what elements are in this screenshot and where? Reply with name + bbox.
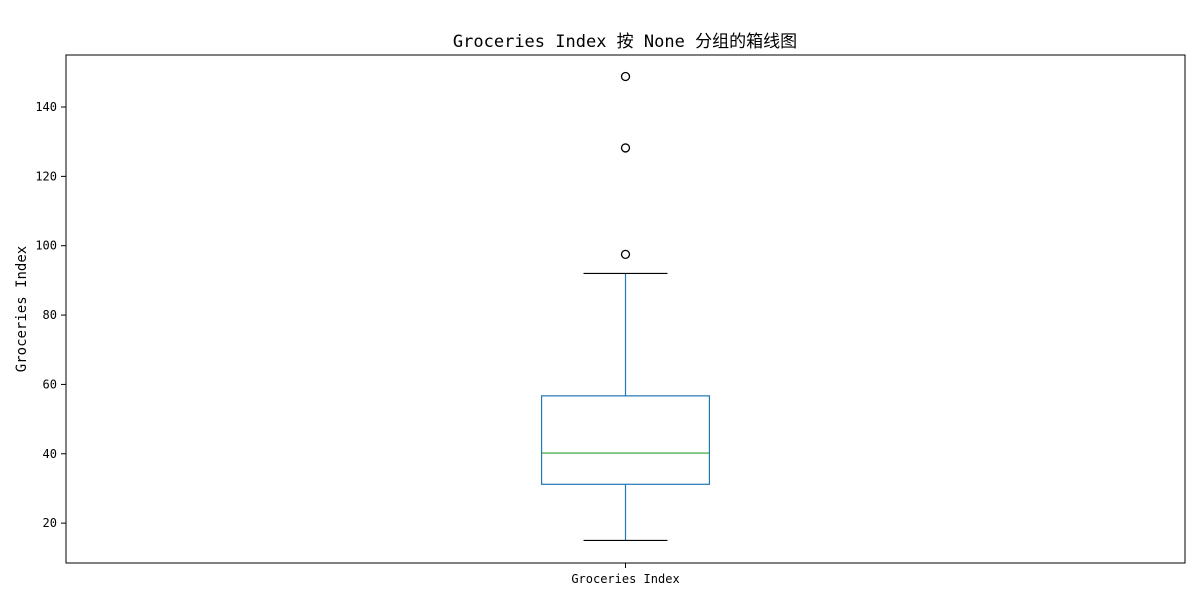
- y-tick-label: 20: [43, 516, 57, 530]
- y-tick-label: 60: [43, 377, 57, 391]
- x-axis-ticks: Groceries Index: [571, 563, 680, 586]
- chart-title: Groceries Index 按 None 分组的箱线图: [453, 32, 797, 52]
- y-axis-label: Groceries Index: [14, 246, 30, 372]
- box-group: [540, 71, 711, 542]
- x-tick-label: Groceries Index: [571, 572, 679, 586]
- outlier-point: [620, 143, 631, 153]
- y-tick-label: 100: [35, 239, 57, 253]
- y-tick-label: 40: [43, 447, 57, 461]
- box-0: [540, 71, 711, 542]
- outlier-point: [620, 249, 631, 260]
- iqr-box: [540, 395, 711, 485]
- outlier-point: [620, 71, 631, 82]
- y-tick-label: 140: [35, 100, 57, 114]
- y-axis-ticks: 20 40 60 80 100 120 140: [35, 100, 66, 530]
- y-tick-label: 120: [35, 169, 57, 183]
- y-tick-label: 80: [43, 308, 57, 322]
